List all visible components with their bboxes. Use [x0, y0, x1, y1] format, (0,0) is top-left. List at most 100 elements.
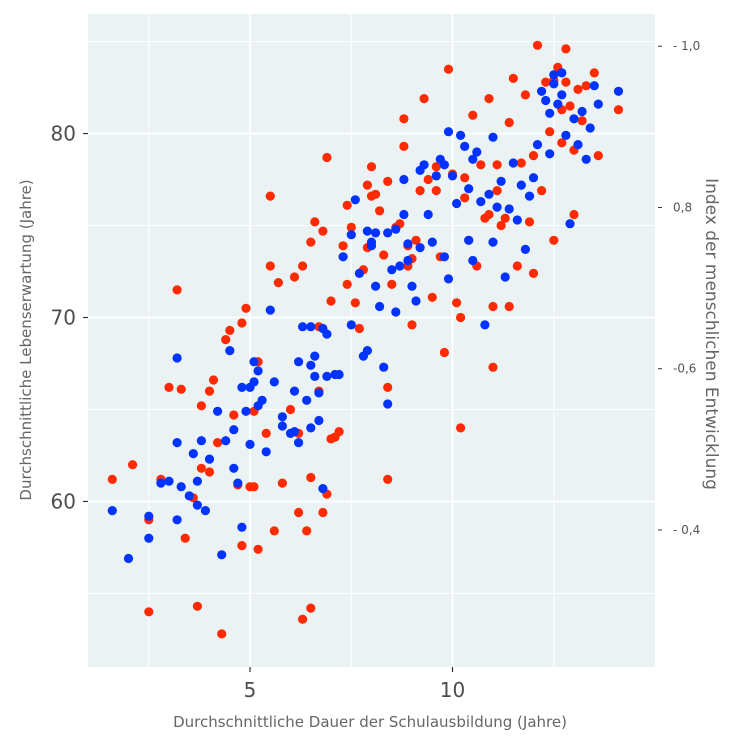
data-point-blue: [545, 108, 555, 118]
data-point-blue: [391, 224, 401, 234]
data-point-blue: [371, 281, 381, 291]
data-point-blue: [439, 160, 449, 170]
data-point-blue: [520, 244, 531, 254]
data-point-blue: [508, 158, 518, 168]
data-point-red: [512, 261, 522, 271]
data-point-red: [318, 226, 328, 236]
data-point-blue: [144, 511, 154, 521]
data-point-blue: [585, 123, 595, 133]
data-point-red: [545, 127, 555, 137]
data-point-red: [350, 298, 360, 308]
y2-axis-label: Index der menschlichen Entwicklung: [701, 178, 721, 490]
data-point-blue: [460, 141, 470, 151]
data-point-blue: [383, 399, 393, 409]
data-point-red: [269, 526, 279, 536]
data-point-blue: [443, 274, 454, 284]
data-point-red: [306, 237, 316, 247]
data-point-blue: [253, 366, 263, 376]
data-point-blue: [447, 171, 458, 181]
data-point-blue: [229, 463, 239, 473]
data-point-blue: [557, 68, 567, 78]
data-point-blue: [504, 204, 514, 214]
data-point-red: [265, 191, 275, 201]
data-point-red: [298, 261, 308, 271]
data-point-blue: [565, 219, 575, 229]
data-point-blue: [549, 70, 559, 80]
data-point-red: [565, 101, 575, 111]
data-point-red: [456, 312, 466, 323]
data-point-red: [387, 279, 397, 289]
data-point-red: [577, 116, 587, 126]
data-point-blue: [123, 553, 134, 564]
data-point-red: [431, 186, 441, 196]
data-point-blue: [241, 406, 251, 416]
data-point-red: [285, 404, 296, 415]
data-point-red: [164, 382, 174, 392]
x-axis-label: Durchschnittliche Dauer der Schulausbild…: [173, 713, 567, 731]
data-point-blue: [387, 265, 397, 275]
data-point-red: [217, 629, 227, 639]
data-point-red: [496, 220, 506, 231]
data-point-blue: [314, 388, 324, 398]
data-point-red: [172, 285, 182, 295]
data-point-blue: [452, 198, 462, 209]
data-point-blue: [192, 476, 202, 486]
grid-lines: [88, 14, 655, 667]
data-point-red: [427, 292, 437, 302]
data-point-blue: [277, 421, 287, 431]
data-point-red: [407, 320, 417, 330]
data-point-blue: [549, 79, 559, 89]
data-point-red: [334, 427, 344, 437]
data-point-blue: [196, 436, 206, 446]
data-point-blue: [338, 252, 348, 262]
data-point-blue: [249, 377, 259, 387]
data-point-blue: [553, 99, 563, 109]
data-point-red: [229, 410, 239, 420]
data-point-blue: [573, 140, 583, 150]
data-point-blue: [532, 140, 543, 150]
data-point-red: [528, 268, 539, 278]
data-point-red: [460, 193, 470, 203]
data-point-blue: [415, 243, 425, 253]
data-point-blue: [464, 235, 474, 245]
data-point-blue: [334, 369, 344, 380]
y-axis-label: Durchschnittliche Lebenserwartung (Jahre…: [17, 179, 35, 500]
data-point-red: [249, 482, 259, 492]
data-point-blue: [362, 346, 372, 356]
data-point-blue: [225, 346, 235, 356]
data-point-red: [306, 603, 316, 613]
data-point-red: [484, 209, 494, 220]
data-point-red: [144, 607, 154, 617]
data-point-red: [298, 614, 308, 624]
data-point-blue: [399, 209, 409, 220]
data-point-red: [476, 160, 486, 170]
data-point-red: [492, 160, 502, 170]
data-point-red: [411, 235, 421, 245]
data-point-red: [423, 174, 433, 185]
data-point-red: [452, 298, 462, 308]
data-point-blue: [484, 189, 494, 199]
x-tick-label: 5: [244, 678, 257, 702]
data-point-red: [310, 217, 320, 227]
data-point-blue: [379, 362, 389, 372]
data-point-red: [180, 533, 190, 543]
data-point-blue: [164, 476, 174, 486]
data-point-red: [318, 507, 328, 518]
data-point-red: [265, 261, 275, 271]
data-point-blue: [298, 322, 308, 332]
data-point-blue: [492, 202, 502, 212]
data-point-blue: [346, 230, 356, 240]
data-point-blue: [371, 228, 381, 238]
data-point-red: [346, 222, 356, 232]
data-point-red: [520, 90, 531, 100]
data-point-red: [541, 77, 551, 87]
data-point-red: [561, 44, 571, 54]
data-point-blue: [249, 357, 259, 367]
data-point-blue: [366, 241, 377, 251]
data-point-red: [342, 200, 352, 210]
data-point-blue: [172, 438, 182, 448]
data-point-blue: [516, 180, 526, 190]
data-point-red: [294, 507, 304, 518]
data-point-blue: [577, 106, 587, 117]
data-point-red: [484, 94, 494, 104]
